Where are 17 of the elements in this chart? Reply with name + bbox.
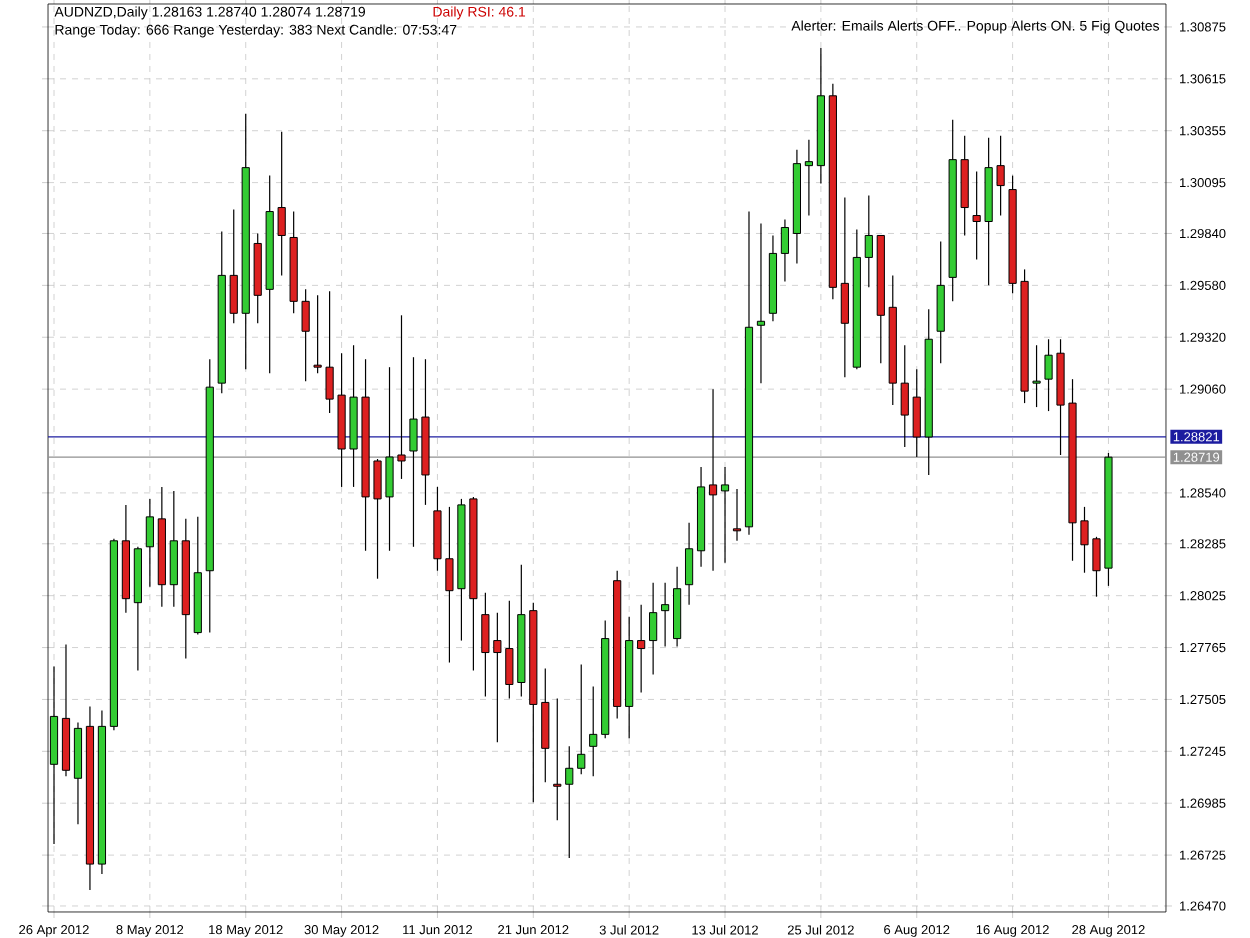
candlestick — [804, 139, 813, 217]
candlestick — [145, 498, 154, 588]
candlestick — [637, 604, 646, 694]
candlestick — [684, 522, 694, 606]
candlestick — [649, 582, 658, 676]
candlestick — [708, 388, 718, 572]
candlestick — [840, 196, 849, 378]
candlestick — [756, 222, 766, 384]
candlestick — [780, 218, 790, 282]
candlestick — [720, 466, 730, 564]
candlestick — [577, 663, 586, 775]
candlestick — [864, 194, 873, 288]
candlestick — [936, 240, 945, 364]
candlestick — [661, 582, 670, 648]
candlestick — [732, 488, 742, 542]
candlestick — [169, 490, 178, 608]
candlestick — [589, 685, 598, 777]
